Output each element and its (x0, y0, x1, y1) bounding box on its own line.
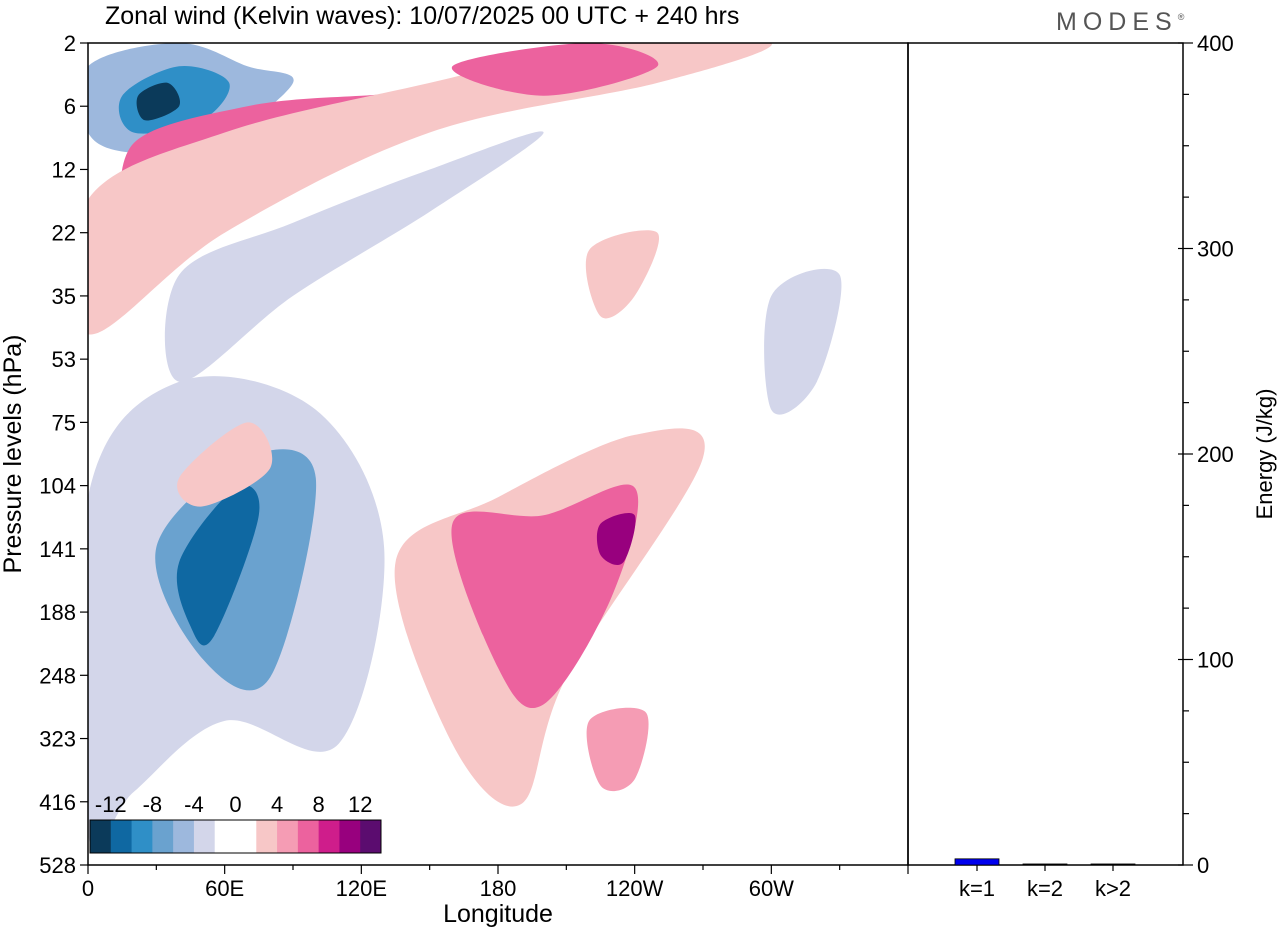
y-tick-label-7: 104 (39, 474, 76, 499)
x-tick-label-0: 0 (82, 876, 94, 901)
zonal-wind-hovmoller (88, 43, 908, 865)
energy-panel-frame (907, 42, 1184, 866)
colorbar-label-1: -8 (143, 792, 163, 817)
energy-bar-chart: k=1 k=2 k>2 (954, 858, 1136, 901)
colorbar-label-5: 8 (313, 792, 325, 817)
y-tick-label-4: 35 (52, 284, 76, 309)
energy-bar-2 (1090, 863, 1136, 866)
x-tick-label-5: 60W (749, 876, 794, 901)
x-axis-label: Longitude (443, 900, 553, 928)
y-axis-label: Pressure levels (hPa) (0, 335, 27, 574)
y-tick-label-2: 12 (52, 157, 76, 182)
wind-contour-14 (586, 707, 649, 792)
y-tick-label-6: 75 (52, 410, 76, 435)
energy-bar-0 (954, 858, 1000, 866)
energy-tick-label-1: 100 (1197, 648, 1234, 673)
colorbar-swatch-6 (214, 820, 236, 853)
colorbar-label-6: 12 (348, 792, 372, 817)
energy-tick-label-4: 400 (1197, 31, 1234, 56)
wind-contour-7 (585, 230, 660, 319)
energy-axis: 0 100 200 300 400 (1178, 31, 1234, 878)
y-tick-label-5: 53 (52, 347, 76, 372)
colorbar-frame (89, 819, 382, 854)
x-tick-label-1: 60E (205, 876, 244, 901)
colorbar-label-3: 0 (229, 792, 241, 817)
energy-bar-1 (1022, 863, 1068, 866)
x-tick-label-3: 180 (480, 876, 517, 901)
energy-category-label-0: k=1 (959, 876, 995, 901)
wind-contour-6 (164, 131, 544, 382)
energy-category-label-2: k>2 (1095, 876, 1131, 901)
energy-tick-label-2: 200 (1197, 442, 1234, 467)
wind-contour-13 (596, 512, 636, 565)
y-tick-label-11: 323 (39, 727, 76, 752)
wind-contour-4 (88, 43, 772, 335)
colorbar-swatch-5 (193, 820, 216, 853)
colorbar-swatch-7 (235, 820, 257, 853)
x-tick-label-4: 120W (606, 876, 664, 901)
colorbar-swatch-12 (339, 820, 361, 853)
wind-contour-16 (764, 268, 842, 415)
wind-contour-15 (177, 422, 273, 507)
colorbar-swatch-11 (318, 820, 340, 853)
y-tick-label-1: 6 (64, 94, 76, 119)
colorbar-label-4: 4 (271, 792, 283, 817)
y-tick-label-9: 188 (39, 600, 76, 625)
wind-contour-5 (451, 43, 659, 96)
y-tick-label-0: 2 (64, 31, 76, 56)
x-tick-label-2: 120E (336, 876, 387, 901)
energy-category-label-1: k=2 (1027, 876, 1063, 901)
wind-contour-10 (176, 485, 260, 646)
colorbar-swatch-2 (131, 820, 153, 853)
wind-contour-12 (451, 484, 639, 709)
y-tick-label-8: 141 (39, 537, 76, 562)
colorbar-swatch-3 (152, 820, 174, 853)
modes-logo: MODES® (1056, 8, 1184, 37)
energy-tick-label-0: 0 (1197, 853, 1209, 878)
energy-axis-label: Energy (J/kg) (1252, 389, 1277, 520)
y-tick-label-13: 528 (39, 853, 76, 878)
y-tick-label-10: 248 (39, 663, 76, 688)
colorbar-swatch-4 (173, 820, 195, 853)
colorbar-label-2: -4 (184, 792, 204, 817)
pressure-axis: 2 6 12 22 35 53 75 104 141 188 248 323 416 528 (39, 31, 88, 878)
longitude-axis: 0 60E 120E 180 120W 60W (82, 865, 909, 901)
colorbar-swatch-10 (297, 820, 320, 853)
wind-contour-2 (136, 82, 181, 121)
colorbar-swatch-9 (277, 820, 299, 853)
logo-registered-mark: ® (1177, 12, 1185, 22)
logo-text: MODES (1056, 8, 1178, 36)
colorbar-label-0: -12 (95, 792, 127, 817)
energy-tick-label-3: 300 (1197, 237, 1234, 262)
colorbar-swatch-1 (110, 820, 133, 853)
colorbar-swatch-8 (256, 820, 278, 853)
y-tick-label-12: 416 (39, 790, 76, 815)
colorbar: -12 -8 -4 0 4 8 12 (89, 792, 382, 854)
chart-title: Zonal wind (Kelvin waves): 10/07/2025 00… (105, 2, 739, 30)
y-tick-label-3: 22 (52, 221, 76, 246)
colorbar-swatch-13 (360, 820, 382, 853)
colorbar-swatch-0 (90, 820, 112, 853)
